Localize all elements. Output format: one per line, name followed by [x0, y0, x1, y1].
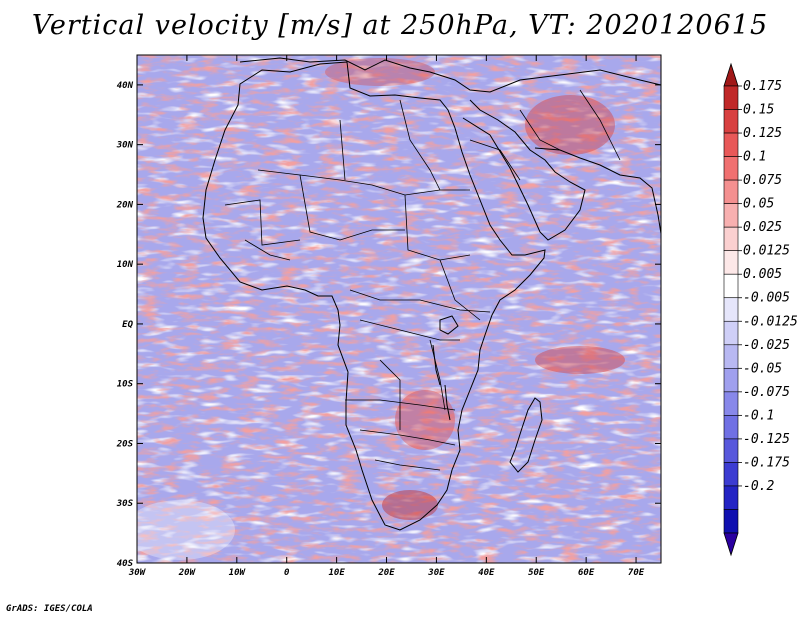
lake-victoria: [439, 315, 459, 335]
colorbar-label: -0.05: [743, 361, 782, 376]
colorbar-swatch: [723, 344, 739, 369]
colorbar-swatch: [723, 109, 739, 134]
lat-tick-label: 30N: [116, 141, 134, 151]
colorbar-label: 0.125: [743, 126, 782, 141]
colorbar-label: 0.0125: [743, 244, 790, 259]
colorbar-swatch: [723, 415, 739, 440]
africa-coastline: [202, 61, 546, 531]
colorbar-swatch: [723, 320, 739, 346]
rising-motion-iran: [525, 95, 615, 155]
rising-motion-southern-africa: [395, 390, 455, 450]
lat-tick-label: 30S: [116, 499, 134, 509]
colorbar-swatch: [723, 485, 739, 510]
colorbar-top-arrow: [723, 62, 739, 87]
lon-tick-label: 10E: [328, 568, 345, 578]
lon-tick-label: 20E: [377, 568, 395, 578]
colorbar-swatch: [723, 391, 739, 416]
asia-coastline: [534, 147, 661, 237]
plot-frame: [136, 54, 662, 564]
colorbar-label: -0.0125: [743, 314, 798, 329]
colorbar-bottom-arrow: [723, 532, 739, 557]
lon-tick-label: 30W: [128, 568, 147, 578]
rising-motion-mediterranean: [325, 58, 435, 86]
descending-motion-south-atlantic: [137, 500, 235, 560]
colorbar-label: 0.1: [743, 150, 766, 165]
colorbar-swatch: [723, 368, 739, 393]
lon-tick-label: 20W: [178, 568, 197, 578]
latitude-axis: 40N 30N 20N 10N EQ 10S 20S 30S 40S: [116, 81, 661, 569]
lat-tick-label: 40N: [117, 81, 134, 91]
lon-tick-label: 0: [284, 568, 290, 578]
europe-coastline: [239, 57, 661, 93]
colorbar-label: 0.005: [743, 267, 782, 282]
colorbar-label: -0.025: [743, 338, 790, 353]
coastlines: [202, 57, 661, 531]
colorbar-label: -0.005: [743, 291, 790, 306]
rising-motion-indian-ocean: [535, 346, 625, 374]
lon-tick-label: 40E: [478, 568, 495, 578]
lat-tick-label: 10N: [117, 260, 134, 270]
colorbar-swatch: [723, 203, 739, 228]
colorbar-swatch: [723, 273, 739, 299]
lon-tick-label: 70E: [628, 568, 645, 578]
colorbar-swatch: [723, 509, 739, 534]
colorbar-label: 0.175: [743, 79, 782, 94]
colorbar-swatch: [723, 85, 739, 110]
colorbar-label: -0.175: [743, 455, 790, 470]
grads-credit: GrADS: IGES/COLA: [6, 604, 93, 614]
vertical-velocity-field: [137, 55, 661, 563]
longitude-axis: 30W 20W 10W 0 10E 20E 30E 40E 50E 60E 70E: [128, 55, 645, 578]
lon-tick-label: 60E: [578, 568, 595, 578]
lon-tick-label: 30E: [427, 568, 445, 578]
colorbar-label: -0.075: [743, 385, 790, 400]
lon-tick-label: 10W: [229, 568, 247, 578]
colorbar-label: -0.125: [743, 432, 790, 447]
colorbar-swatch: [723, 297, 739, 322]
colorbar-swatch: [723, 462, 739, 487]
colorbar-swatch: [723, 438, 739, 463]
colorbar-label: -0.2: [743, 479, 774, 494]
colorbar-swatch: [723, 156, 739, 181]
colorbar: 0.175 0.15 0.125 0.1 0.075 0.05 0.025 0.0125 0.0…: [723, 62, 798, 557]
colorbar-swatch: [723, 226, 739, 251]
colorbar-swatch: [723, 132, 739, 157]
colorbar-swatch: [723, 179, 739, 204]
lat-tick-label: 20N: [116, 200, 134, 210]
lat-tick-label: EQ: [122, 320, 133, 330]
lat-tick-label: 10S: [117, 380, 134, 390]
country-borders: [224, 89, 621, 471]
lake-malawi: [444, 384, 451, 421]
lat-tick-label: 20S: [116, 439, 134, 449]
colorbar-label: 0.025: [743, 220, 782, 235]
madagascar-coastline: [509, 397, 543, 473]
arabia-coastline: [462, 99, 586, 241]
lake-tanganyika: [432, 344, 441, 386]
colorbar-label: 0.15: [743, 103, 774, 118]
lat-tick-label: 40S: [117, 559, 134, 569]
colorbar-label: 0.05: [743, 197, 774, 212]
colorbar-label: 0.075: [743, 173, 782, 188]
colorbar-label: -0.1: [743, 408, 774, 423]
map-title: Vertical velocity [m/s] at 250hPa, VT: 2…: [31, 10, 769, 41]
rising-motion-south-africa: [382, 490, 438, 520]
lon-tick-label: 50E: [528, 568, 545, 578]
colorbar-swatch: [723, 250, 739, 275]
